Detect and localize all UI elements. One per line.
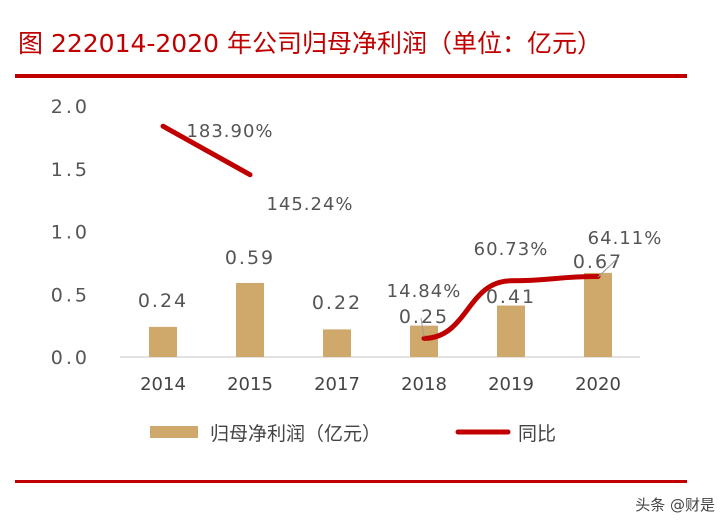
growth-line xyxy=(160,123,253,178)
x-tick-label: 2017 xyxy=(314,374,360,395)
y-tick-label: 0.5 xyxy=(51,284,90,306)
legend-swatch-bar xyxy=(150,426,198,438)
bar-data-label: 0.41 xyxy=(486,286,536,308)
bar-data-label: 0.22 xyxy=(312,292,362,314)
y-tick-label: 1.5 xyxy=(51,159,90,181)
bar xyxy=(497,305,525,357)
bar-data-label: 0.59 xyxy=(225,247,275,269)
x-tick-label: 2020 xyxy=(575,374,621,395)
line-data-label: 60.73% xyxy=(474,239,549,260)
bar xyxy=(236,282,264,357)
legend-label-bar: 归母净利润（亿元） xyxy=(210,423,381,445)
y-tick-label: 1.0 xyxy=(51,222,90,244)
bar xyxy=(323,329,351,357)
bar-data-label: 0.25 xyxy=(399,306,449,328)
legend-label-line: 同比 xyxy=(518,423,556,445)
line-data-label: 64.11% xyxy=(588,228,663,249)
line-data-label: 145.24% xyxy=(266,194,353,215)
bar xyxy=(410,325,438,357)
bar-data-label: 0.67 xyxy=(573,251,623,273)
x-tick-label: 2014 xyxy=(140,374,186,395)
x-tick-label: 2018 xyxy=(401,374,447,395)
top-rule xyxy=(15,74,687,78)
y-tick-label: 0.0 xyxy=(51,347,90,369)
growth-line xyxy=(421,274,601,341)
leader-line xyxy=(597,257,619,278)
watermark: 头条 @财是 xyxy=(635,496,715,514)
y-tick-label: 2.0 xyxy=(51,96,90,118)
bar xyxy=(584,272,612,357)
line-data-label: 14.84% xyxy=(387,281,462,302)
bar-data-label: 0.24 xyxy=(138,290,188,312)
chart-title: 图 222014-2020 年公司归母净利润（单位：亿元） xyxy=(18,29,602,58)
x-tick-label: 2015 xyxy=(227,374,273,395)
leader-line xyxy=(420,317,425,338)
bar xyxy=(149,326,177,357)
line-data-label: 183.90% xyxy=(186,121,273,142)
x-tick-label: 2019 xyxy=(488,374,534,395)
bottom-rule xyxy=(15,480,687,483)
